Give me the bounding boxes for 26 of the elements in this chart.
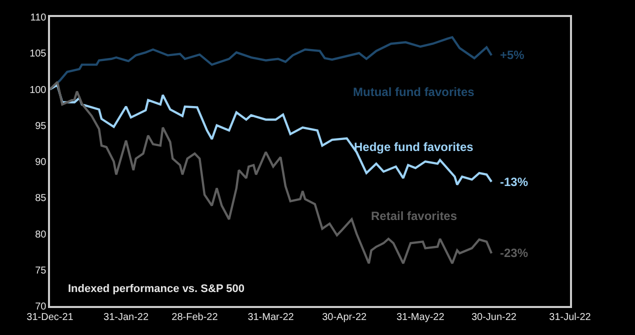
x-tick-label: 31-Jan-22 <box>104 312 149 323</box>
x-tick-label: 30-Jun-22 <box>471 312 517 323</box>
annotation: Indexed performance vs. S&P 500 <box>68 283 244 295</box>
x-tick-label: 31-Jul-22 <box>549 312 592 323</box>
y-tick-label: 80 <box>35 229 47 240</box>
y-tick-label: 70 <box>35 302 47 312</box>
annotation: -13% <box>500 175 528 189</box>
text: Mutual fund favorites <box>353 85 475 99</box>
y-tick-label: 105 <box>30 48 47 60</box>
annotation: +5% <box>500 48 525 62</box>
y-tick-label: 95 <box>35 120 47 132</box>
x-tick-label: 31-Dec-21 <box>26 312 74 323</box>
y-tick-label: 90 <box>35 157 47 168</box>
x-tick-label: 31-Mar-22 <box>248 312 294 323</box>
series-label: Hedge fund favorites <box>354 140 474 154</box>
line-series <box>50 80 493 264</box>
y-tick-label: 85 <box>35 193 47 204</box>
series-label: Retail favorites <box>371 209 458 223</box>
y-tick-label: 75 <box>35 265 47 276</box>
annotation: -23% <box>500 246 528 260</box>
x-tick-label: 31-May-22 <box>396 312 445 323</box>
line-series <box>50 84 493 186</box>
y-tick-label: 110 <box>30 12 47 24</box>
x-tick-label: 28-Feb-22 <box>172 312 218 323</box>
x-tick-label: 30-Apr-22 <box>322 312 368 323</box>
y-tick-label: 100 <box>30 84 47 96</box>
